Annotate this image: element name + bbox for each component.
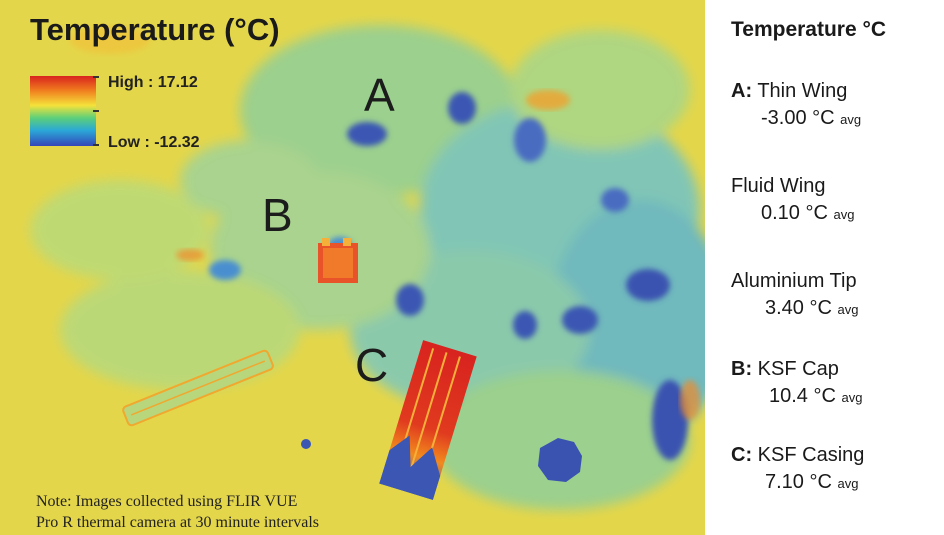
entry-value: 7.10 [765,471,804,493]
warm-spots [70,26,700,420]
entry-suffix: avg [837,302,859,317]
entry-name: KSF Casing [757,444,865,466]
note-line-1: Note: Images collected using FLIR VUE [36,493,298,510]
entry-suffix: avg [833,207,855,222]
round-cold-object [301,438,582,482]
thermal-scene [30,25,705,510]
color-scale-legend [30,76,96,146]
entry-name: Thin Wing [757,80,848,102]
cool-regions [30,25,705,510]
entry-prefix: B: [731,358,753,380]
entry-prefix: A: [731,80,753,102]
entry-aluminium-tip: Aluminium Tip 3.40 °C avg [731,270,858,320]
entry-prefix: C: [731,444,753,466]
entry-suffix: avg [837,476,859,491]
entry-unit: °C [805,202,828,224]
legend-tick-high [93,76,99,78]
entry-fluid-wing: Fluid Wing 0.10 °C avg [731,175,854,225]
label-a: A [364,69,395,121]
legend-high-label: High : 17.12 [108,74,198,91]
entry-unit: °C [812,107,835,129]
image-title: Temperature (°C) [30,12,280,47]
entry-value: -3.00 [761,107,807,129]
entry-ksf-casing: C: KSF Casing 7.10 °C avg [731,444,864,494]
legend-tick-mid [93,110,99,112]
note-line-2: Pro R thermal camera at 30 minute interv… [36,514,320,531]
thermal-image: Temperature (°C) High : 17.12 Low : -12.… [0,0,705,535]
entry-suffix: avg [840,112,862,127]
legend-low-label: Low : -12.32 [108,134,200,151]
panel-title: Temperature °C [731,18,887,41]
label-c: C [355,339,389,391]
thin-wing-bar [122,349,274,427]
entry-unit: °C [809,471,832,493]
entry-unit: °C [813,385,836,407]
entry-ksf-cap: B: KSF Cap 10.4 °C avg [731,358,862,408]
ksf-casing-object [379,340,477,500]
entry-suffix: avg [841,390,863,405]
entry-unit: °C [809,297,832,319]
image-note: Note: Images collected using FLIR VUE Pr… [36,491,319,533]
ksf-cap-object [318,238,358,283]
legend-tick-low [93,144,99,146]
entry-value: 0.10 [761,202,800,224]
temperature-panel: Temperature °C A: Thin Wing -3.00 °C avg… [705,0,944,535]
entry-thin-wing: A: Thin Wing -3.00 °C avg [731,80,861,130]
entry-name: Aluminium Tip [731,270,857,292]
label-b: B [262,189,293,241]
entry-name: Fluid Wing [731,175,826,197]
entry-value: 10.4 [769,385,808,407]
entry-value: 3.40 [765,297,804,319]
entry-name: KSF Cap [757,358,839,380]
